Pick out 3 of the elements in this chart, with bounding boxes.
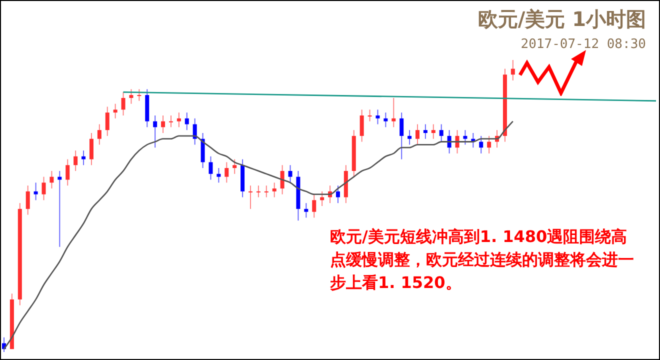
annotation: 欧元/美元短线冲高到1. 1480遇阻围绕高点缓慢调整，欧元经过连续的调整将会进一步上看1. 1520。 (330, 226, 635, 294)
chart-title: 欧元/美元 1小时图 (478, 6, 646, 33)
chart-subtitle: 2017-07-12 08:30 (520, 37, 646, 52)
